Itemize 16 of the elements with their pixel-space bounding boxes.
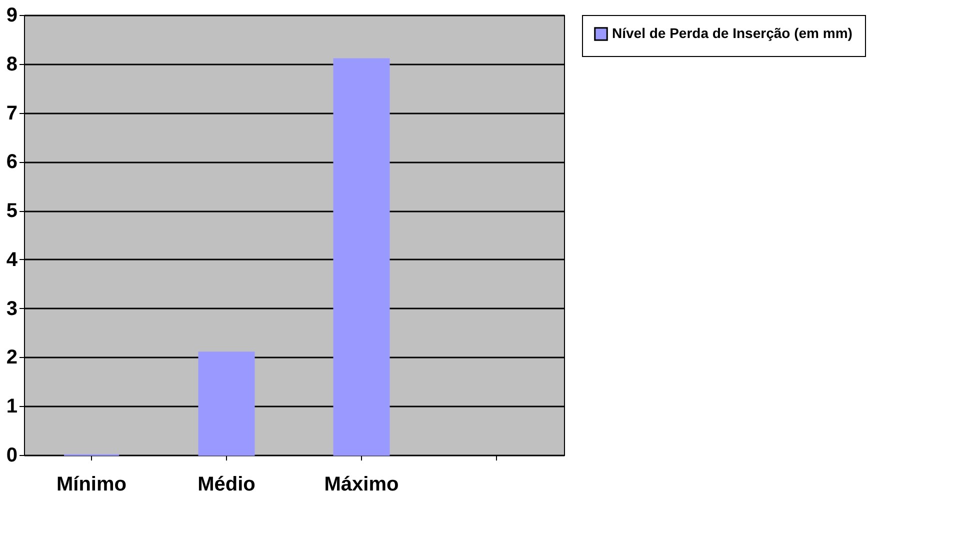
x-tick-label: Mínimo bbox=[56, 474, 126, 496]
y-tick-label: 4 bbox=[6, 248, 18, 271]
y-tick-label: 3 bbox=[6, 298, 18, 320]
y-tick-label: 2 bbox=[6, 346, 18, 369]
y-tick-label: 8 bbox=[6, 53, 18, 76]
bar bbox=[333, 58, 390, 456]
y-tick-label: 1 bbox=[6, 396, 18, 418]
legend-label: Nível de Perda de Inserção (em mm) bbox=[612, 25, 852, 41]
y-tick-label: 5 bbox=[6, 200, 18, 222]
x-tick-label: Médio bbox=[198, 474, 256, 496]
y-tick-label: 0 bbox=[6, 444, 18, 466]
y-tick-label: 9 bbox=[6, 4, 18, 26]
x-tick-label: Máximo bbox=[324, 474, 399, 496]
y-tick-label: 7 bbox=[6, 102, 18, 124]
bar bbox=[198, 352, 255, 456]
y-tick-label: 6 bbox=[6, 151, 18, 174]
